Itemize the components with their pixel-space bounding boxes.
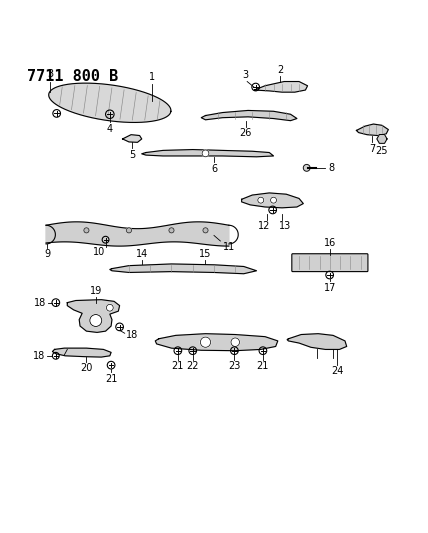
Text: 18: 18 <box>33 351 46 361</box>
Text: 10: 10 <box>93 247 106 257</box>
Circle shape <box>231 338 240 346</box>
Circle shape <box>303 165 310 171</box>
Text: 20: 20 <box>80 364 92 374</box>
Polygon shape <box>155 334 278 351</box>
Text: 14: 14 <box>136 249 148 259</box>
Circle shape <box>203 228 208 233</box>
Text: 24: 24 <box>331 366 344 376</box>
Text: 3: 3 <box>242 70 248 80</box>
Text: 18: 18 <box>126 329 139 340</box>
Text: 6: 6 <box>211 164 217 174</box>
Text: 22: 22 <box>187 361 199 372</box>
Text: 18: 18 <box>34 297 47 308</box>
Text: 26: 26 <box>240 128 252 138</box>
Circle shape <box>202 150 209 157</box>
Text: 7: 7 <box>369 143 375 154</box>
Circle shape <box>270 197 276 203</box>
Polygon shape <box>254 82 308 92</box>
Polygon shape <box>46 222 229 246</box>
Polygon shape <box>67 300 119 333</box>
Text: 3: 3 <box>47 69 54 79</box>
Text: 21: 21 <box>172 361 184 372</box>
Text: 4: 4 <box>107 124 113 134</box>
Text: 11: 11 <box>223 242 235 252</box>
Text: 25: 25 <box>376 146 388 156</box>
FancyBboxPatch shape <box>292 254 368 272</box>
Circle shape <box>90 314 102 326</box>
Polygon shape <box>142 150 273 157</box>
Text: 17: 17 <box>324 282 336 293</box>
Text: 8: 8 <box>328 163 334 173</box>
Text: 13: 13 <box>279 221 291 231</box>
Circle shape <box>84 228 89 233</box>
Circle shape <box>169 228 174 233</box>
Text: 5: 5 <box>129 150 135 160</box>
Polygon shape <box>201 110 297 120</box>
Circle shape <box>200 337 211 348</box>
Circle shape <box>107 304 113 311</box>
Text: 21: 21 <box>257 361 269 372</box>
Text: 19: 19 <box>89 286 102 296</box>
Polygon shape <box>110 264 256 274</box>
Polygon shape <box>52 348 111 357</box>
Polygon shape <box>287 334 347 350</box>
Polygon shape <box>242 193 303 208</box>
Text: 23: 23 <box>228 361 241 372</box>
Text: 16: 16 <box>324 238 336 248</box>
Text: 7711 800 B: 7711 800 B <box>27 69 118 84</box>
Polygon shape <box>357 124 388 135</box>
Circle shape <box>258 197 264 203</box>
Text: 9: 9 <box>44 249 51 260</box>
Polygon shape <box>377 134 387 143</box>
Circle shape <box>126 228 131 233</box>
Text: 21: 21 <box>105 374 117 384</box>
Text: 2: 2 <box>277 64 283 75</box>
Text: 12: 12 <box>259 221 271 231</box>
Polygon shape <box>122 135 142 142</box>
Polygon shape <box>49 83 171 123</box>
Text: 15: 15 <box>199 249 212 259</box>
Text: 1: 1 <box>149 71 155 82</box>
